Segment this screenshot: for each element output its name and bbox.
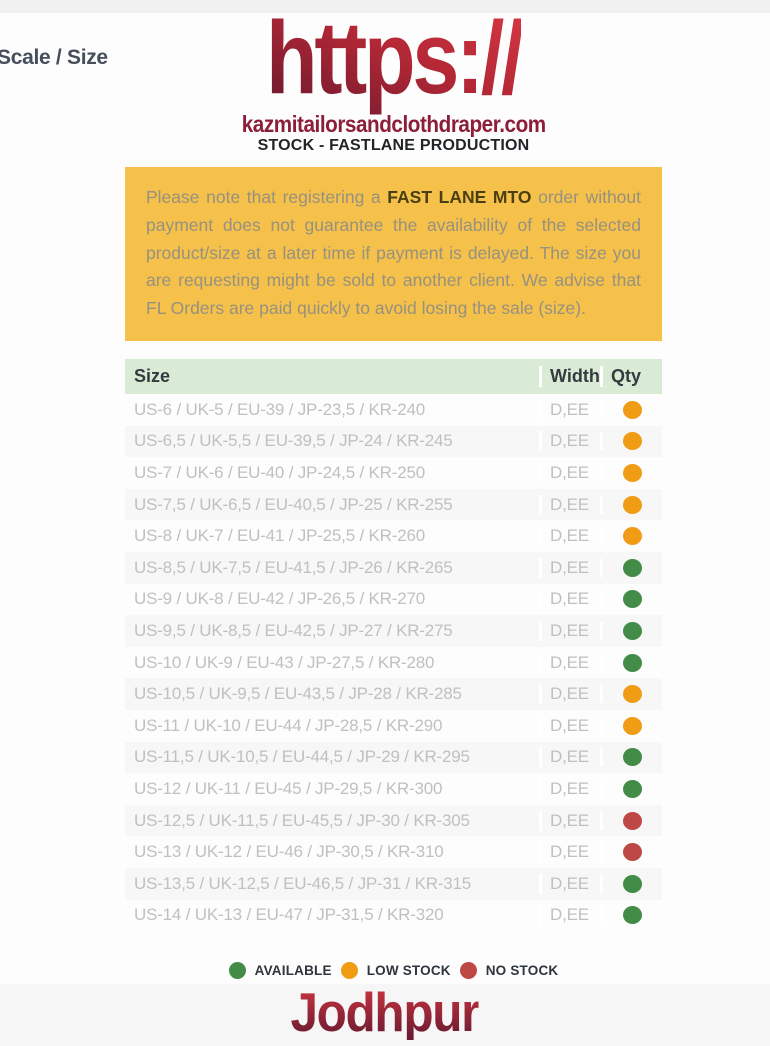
width-cell: D,EE — [539, 905, 600, 926]
size-cell: US-7 / UK-6 / EU-40 / JP-24,5 / KR-250 — [134, 462, 425, 482]
legend-label: NO STOCK — [485, 962, 559, 978]
notice-text-before: Please note that registering a — [146, 187, 388, 207]
size-cell: US-9,5 / UK-8,5 / EU-42,5 / JP-27 / KR-2… — [134, 620, 453, 640]
stock-status-dot — [623, 685, 642, 704]
stock-status-dot — [623, 432, 642, 451]
width-cell: D,EE — [539, 810, 600, 831]
size-row[interactable]: US-9 / UK-8 / EU-42 / JP-26,5 / KR-270 D… — [125, 584, 662, 616]
width-cell: D,EE — [539, 842, 600, 863]
stock-status-dot — [623, 874, 642, 893]
size-row[interactable]: US-13 / UK-12 / EU-46 / JP-30,5 / KR-310… — [125, 836, 662, 868]
stock-status-dot — [623, 779, 642, 798]
stock-status-dot — [623, 621, 642, 640]
size-row[interactable]: US-12 / UK-11 / EU-45 / JP-29,5 / KR-300… — [125, 773, 662, 805]
stock-status-dot — [623, 906, 642, 925]
size-cell: US-13 / UK-12 / EU-46 / JP-30,5 / KR-310 — [134, 842, 444, 862]
size-row[interactable]: US-11,5 / UK-10,5 / EU-44,5 / JP-29 / KR… — [125, 741, 662, 774]
size-cell: US-11 / UK-10 / EU-44 / JP-28,5 / KR-290 — [134, 715, 443, 735]
product-title-band: Jodhpur — [0, 984, 770, 1046]
notice-bold-text: FAST LANE MTO — [387, 187, 532, 207]
size-row[interactable]: US-11 / UK-10 / EU-44 / JP-28,5 / KR-290… — [125, 710, 662, 742]
scale-size-section-header[interactable]: Scale / Size — [0, 46, 108, 69]
header-qty: Qty — [600, 366, 662, 387]
size-stock-table: Size Width Qty US-6 / UK-5 / EU-39 / JP-… — [125, 359, 662, 931]
size-row[interactable]: US-7,5 / UK-6,5 / EU-40,5 / JP-25 / KR-2… — [125, 488, 662, 521]
width-cell: D,EE — [539, 399, 600, 420]
top-gray-band — [0, 0, 770, 13]
size-row[interactable]: US-7 / UK-6 / EU-40 / JP-24,5 / KR-250 D… — [125, 457, 662, 489]
size-row[interactable]: US-9,5 / UK-8,5 / EU-42,5 / JP-27 / KR-2… — [125, 615, 662, 647]
size-cell: US-6 / UK-5 / EU-39 / JP-23,5 / KR-240 — [134, 399, 425, 419]
legend-label: AVAILABLE — [254, 962, 332, 978]
notice-text-after: order without payment does not guarantee… — [146, 187, 642, 319]
size-cell: US-11,5 / UK-10,5 / EU-44,5 / JP-29 / KR… — [134, 747, 470, 767]
size-cell: US-10 / UK-9 / EU-43 / JP-27,5 / KR-280 — [134, 652, 435, 672]
size-row[interactable]: US-14 / UK-13 / EU-47 / JP-31,5 / KR-320… — [125, 900, 662, 932]
size-row[interactable]: US-10,5 / UK-9,5 / EU-43,5 / JP-28 / KR-… — [125, 678, 662, 710]
size-cell: US-9 / UK-8 / EU-42 / JP-26,5 / KR-270 — [134, 589, 425, 609]
site-logo: https:// — [125, 6, 662, 109]
width-cell: D,EE — [539, 684, 600, 705]
size-row[interactable]: US-8,5 / UK-7,5 / EU-41,5 / JP-26 / KR-2… — [125, 551, 662, 584]
header-width: Width — [539, 366, 600, 387]
table-header-row: Size Width Qty — [125, 359, 662, 394]
stock-status-dot — [623, 653, 642, 672]
stock-status-dot — [623, 843, 642, 862]
width-cell: D,EE — [539, 620, 600, 641]
width-cell: D,EE — [539, 494, 600, 515]
width-cell: D,EE — [539, 778, 600, 799]
size-row[interactable]: US-6,5 / UK-5,5 / EU-39,5 / JP-24 / KR-2… — [125, 425, 662, 458]
size-cell: US-12,5 / UK-11,5 / EU-45,5 / JP-30 / KR… — [134, 810, 470, 830]
width-cell: D,EE — [539, 526, 600, 547]
stock-status-dot — [623, 400, 642, 419]
site-domain: kazmitailorsandclothdraper.com — [125, 111, 662, 138]
width-cell: D,EE — [539, 747, 600, 768]
size-row[interactable]: US-12,5 / UK-11,5 / EU-45,5 / JP-30 / KR… — [125, 804, 662, 837]
width-cell: D,EE — [539, 873, 600, 894]
stock-status-dot — [623, 590, 642, 609]
size-table-body: US-6 / UK-5 / EU-39 / JP-23,5 / KR-240 D… — [125, 394, 662, 931]
site-logo-text: https:// — [265, 0, 525, 115]
legend-status-dot — [228, 961, 246, 979]
site-domain-text: kazmitailorsandclothdraper.com — [241, 111, 546, 137]
size-cell: US-12 / UK-11 / EU-45 / JP-29,5 / KR-300 — [134, 778, 443, 798]
width-cell: D,EE — [539, 589, 600, 610]
size-cell: US-14 / UK-13 / EU-47 / JP-31,5 / KR-320 — [134, 905, 444, 925]
size-row[interactable]: US-10 / UK-9 / EU-43 / JP-27,5 / KR-280 … — [125, 647, 662, 679]
legend-status-dot — [459, 961, 477, 979]
legend-status-dot — [340, 961, 358, 979]
size-cell: US-10,5 / UK-9,5 / EU-43,5 / JP-28 / KR-… — [134, 684, 462, 704]
stock-status-dot — [623, 495, 642, 514]
width-cell: D,EE — [539, 462, 600, 483]
stock-subtitle: STOCK - FASTLANE PRODUCTION — [257, 137, 530, 154]
width-cell: D,EE — [539, 557, 600, 578]
width-cell: D,EE — [539, 652, 600, 673]
stock-status-dot — [623, 527, 642, 546]
width-cell: D,EE — [539, 431, 600, 452]
size-row[interactable]: US-6 / UK-5 / EU-39 / JP-23,5 / KR-240 D… — [125, 394, 662, 426]
stock-status-dot — [623, 558, 642, 577]
size-cell: US-8 / UK-7 / EU-41 / JP-25,5 / KR-260 — [134, 526, 425, 546]
size-cell: US-13,5 / UK-12,5 / EU-46,5 / JP-31 / KR… — [134, 873, 472, 893]
size-cell: US-7,5 / UK-6,5 / EU-40,5 / JP-25 / KR-2… — [134, 494, 453, 514]
size-row[interactable]: US-8 / UK-7 / EU-41 / JP-25,5 / KR-260 D… — [125, 520, 662, 552]
stock-status-dot — [623, 463, 642, 482]
size-cell: US-8,5 / UK-7,5 / EU-41,5 / JP-26 / KR-2… — [134, 557, 453, 577]
width-cell: D,EE — [539, 715, 600, 736]
stock-status-dot — [623, 716, 642, 735]
stock-legend: AVAILABLE LOW STOCK NO STOCK — [125, 959, 662, 981]
product-title: Jodhpur — [290, 981, 481, 1043]
stock-status-dot — [623, 748, 642, 767]
header-size: Size — [134, 366, 171, 386]
stock-status-dot — [623, 811, 642, 830]
size-row[interactable]: US-13,5 / UK-12,5 / EU-46,5 / JP-31 / KR… — [125, 867, 662, 900]
fastlane-notice: Please note that registering a FAST LANE… — [125, 167, 662, 341]
size-cell: US-6,5 / UK-5,5 / EU-39,5 / JP-24 / KR-2… — [134, 431, 453, 451]
legend-label: LOW STOCK — [366, 962, 451, 978]
